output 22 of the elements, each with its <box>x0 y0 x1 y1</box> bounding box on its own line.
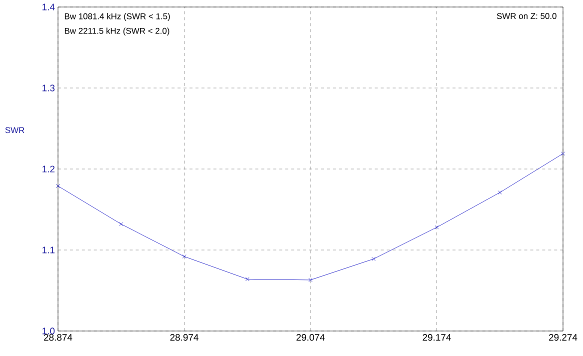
point <box>308 278 312 282</box>
y-tick-label: 1.1 <box>42 246 55 254</box>
point <box>245 277 250 282</box>
y-tick-label: 1.2 <box>42 166 55 172</box>
annotation: SWR on Z: 50.0 <box>496 13 556 20</box>
y-tick-label: 1.4 <box>42 4 55 10</box>
point <box>119 222 124 226</box>
point <box>434 225 439 230</box>
point <box>498 190 502 194</box>
y-axis-title: SWR <box>5 127 24 134</box>
point <box>182 254 186 258</box>
y-tick-label: 1.3 <box>42 84 55 92</box>
x-tick-label: 29.074 <box>296 334 325 341</box>
annotation: Bw 1081.4 kHz (SWR < 1.5) <box>64 13 170 21</box>
annotation: Bw 2211.5 kHz (SWR < 2.0) <box>64 28 170 36</box>
x-tick-label: 29.174 <box>422 334 451 341</box>
y-tick-label: 1.0 <box>42 328 55 334</box>
point <box>561 152 565 156</box>
point <box>372 256 376 261</box>
x-tick-label: 29.274 <box>549 334 578 341</box>
x-tick-label: 28.874 <box>44 334 72 341</box>
x-tick-label: 28.974 <box>170 334 198 341</box>
